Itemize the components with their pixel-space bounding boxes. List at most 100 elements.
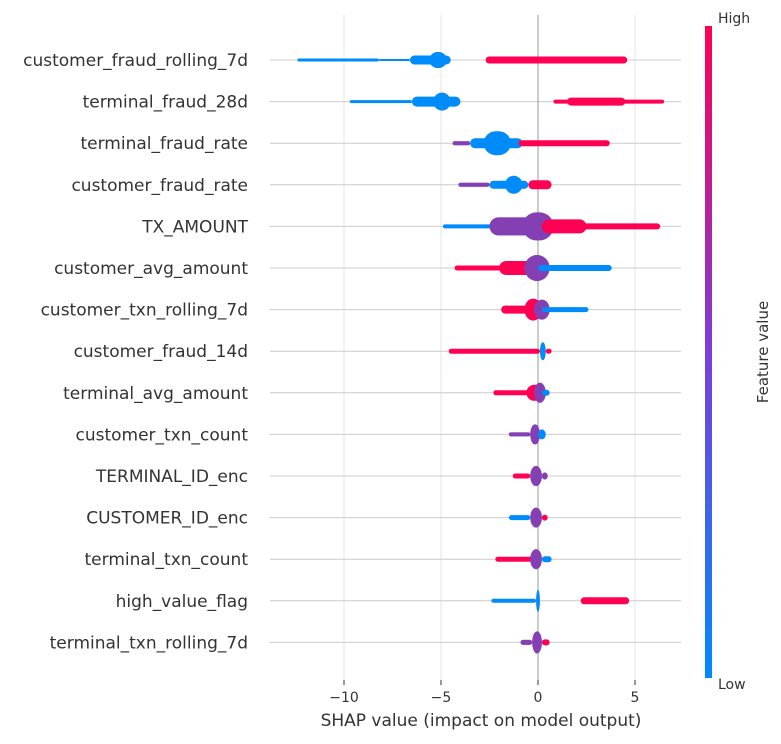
grid-layer	[270, 15, 681, 680]
shap-points-segment	[512, 473, 531, 479]
feature-label: terminal_txn_rolling_7d	[50, 633, 248, 653]
shap-points-overlay-high	[508, 432, 531, 437]
shap-points-overlay-low	[541, 472, 548, 480]
shap-points-segment	[534, 382, 546, 403]
feature-row-points	[349, 92, 665, 111]
shap-points-segment	[541, 389, 550, 396]
x-tick-label: 5	[631, 690, 640, 706]
feature-label: customer_txn_count	[75, 425, 248, 445]
shap-points-segment	[530, 424, 540, 445]
shap-points-segment	[528, 180, 552, 190]
shap-points-segment	[532, 631, 542, 654]
feature-row-points	[297, 52, 628, 68]
feature-row-points	[458, 175, 552, 194]
feature-label: customer_fraud_rolling_7d	[23, 51, 248, 71]
shap-points-overlay-low	[458, 182, 490, 187]
shap-points-segment	[580, 597, 630, 605]
shap-points-overlay-low	[530, 424, 540, 445]
colorbar-title: Feature value	[754, 301, 772, 403]
shap-points-segment	[541, 472, 548, 480]
shap-points-overlay-low	[530, 507, 542, 528]
feature-row-points	[495, 549, 552, 570]
shap-points-segment	[520, 639, 533, 645]
feature-row-points	[448, 342, 552, 361]
shap-points-overlay-high	[534, 382, 546, 403]
colorbar: High Low Feature value	[705, 11, 772, 693]
shap-points-overlay-high	[530, 507, 542, 528]
feature-row-points	[454, 255, 612, 281]
shap-points-overlay-high	[452, 141, 471, 146]
shap-points-segment	[448, 348, 540, 354]
shap-points-segment	[545, 348, 552, 354]
colorbar-high-label: High	[718, 11, 750, 27]
feature-row-points	[501, 298, 589, 321]
shap-points-segment	[530, 549, 542, 570]
shap-points-segment	[489, 217, 535, 236]
shap-points-overlay-high	[532, 631, 542, 654]
colorbar-low-label: Low	[718, 677, 746, 693]
shap-points-segment	[454, 265, 509, 271]
shap-points-segment	[501, 305, 533, 314]
shap-points-segment	[493, 390, 535, 396]
shap-points-segment	[541, 514, 548, 521]
feature-labels: customer_fraud_rolling_7d terminal_fraud_…	[23, 51, 248, 653]
shap-points-segment	[538, 265, 612, 271]
x-axis: −10 −5 0 5	[329, 680, 640, 706]
shap-points-overlay-high	[541, 472, 548, 480]
shap-points-overlay-low	[530, 466, 542, 486]
feature-label: terminal_txn_count	[85, 550, 249, 570]
shap-points-segment	[541, 639, 550, 646]
feature-label: customer_txn_rolling_7d	[41, 301, 248, 321]
feature-row-points	[491, 589, 630, 612]
shap-points-segment	[522, 212, 554, 241]
shap-points-segment	[530, 507, 542, 528]
x-tick-label: −10	[329, 690, 359, 706]
shap-points-overlay-low	[524, 255, 550, 281]
shap-points-segment	[495, 556, 533, 562]
feature-label: high_value_flag	[116, 592, 248, 612]
shap-points-segment	[505, 175, 523, 194]
shap-points-overlay-low	[508, 432, 531, 437]
shap-points-overlay-low	[489, 217, 535, 236]
feature-label: TERMINAL_ID_enc	[95, 467, 248, 487]
shap-points-segment	[536, 589, 540, 612]
shap-points-overlay-high	[524, 255, 550, 281]
shap-points-segment	[524, 255, 550, 281]
feature-label: customer_fraud_rate	[71, 176, 248, 196]
shap-points-segment	[539, 342, 546, 361]
shap-points-segment	[567, 97, 626, 106]
feature-row-points	[520, 631, 550, 654]
feature-label: CUSTOMER_ID_enc	[86, 509, 248, 529]
feature-label: TX_AMOUNT	[141, 217, 248, 237]
shap-points-segment	[541, 219, 587, 234]
x-axis-title: SHAP value (impact on model output)	[321, 711, 642, 731]
shap-points-overlay-high	[489, 217, 535, 236]
shap-points-segment	[433, 92, 451, 111]
feature-row-points	[452, 131, 610, 156]
shap-points-segment	[452, 141, 471, 146]
colorbar-gradient	[705, 26, 712, 678]
shap-points-segment	[508, 432, 531, 437]
shap-points-overlay-low	[530, 549, 542, 570]
feature-row-points	[512, 466, 548, 486]
feature-row-points	[493, 382, 550, 403]
shap-points-segment	[541, 307, 589, 313]
feature-row-points	[508, 424, 546, 445]
shap-points-segment	[538, 429, 546, 440]
shap-points-overlay-low	[532, 631, 542, 654]
x-tick-label: 0	[534, 690, 543, 706]
shap-points-overlay-low	[520, 639, 533, 645]
shap-points-overlay-low	[452, 141, 471, 146]
shap-points-segment	[508, 515, 531, 521]
x-tick-label: −5	[431, 690, 452, 706]
shap-points-overlay-high	[530, 466, 542, 486]
shap-points-segment	[297, 58, 379, 62]
shap-points-overlay-high	[520, 639, 533, 645]
shap-points-overlay-low	[534, 382, 546, 403]
shap-points-segment	[541, 556, 552, 563]
feature-label: terminal_fraud_28d	[83, 93, 248, 113]
shap-points-segment	[518, 140, 610, 147]
feature-label: customer_fraud_14d	[74, 342, 248, 362]
